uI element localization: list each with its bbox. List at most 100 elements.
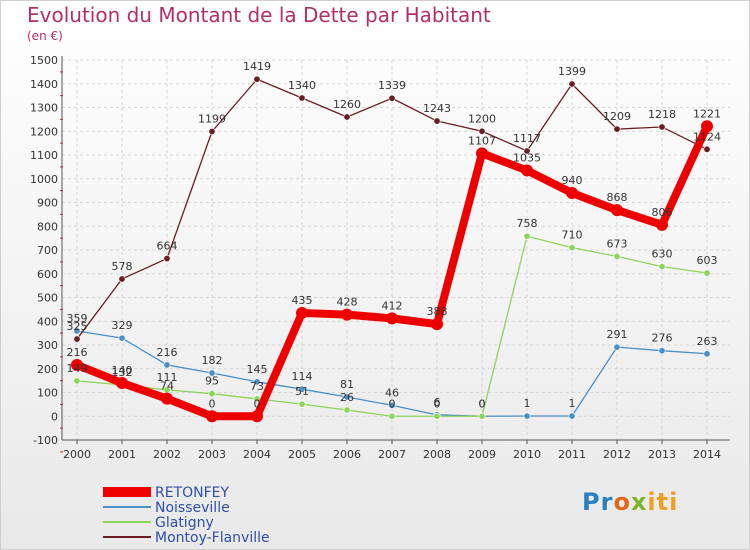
data-point <box>433 412 441 420</box>
x-tick-label: 2007 <box>378 448 406 461</box>
data-point <box>73 335 81 343</box>
data-label: 132 <box>112 366 133 379</box>
y-tick-label: 200 <box>37 363 58 376</box>
data-label: 216 <box>67 346 88 359</box>
x-tick-label: 2003 <box>198 448 226 461</box>
data-point <box>658 263 666 271</box>
data-point <box>656 218 668 231</box>
x-tick-label: 2012 <box>603 448 631 461</box>
data-point <box>343 406 351 414</box>
data-point <box>521 164 533 177</box>
data-label: 1 <box>569 397 576 410</box>
proxiti-logo: Proxiti <box>582 488 679 516</box>
data-label: 578 <box>112 260 133 273</box>
x-tick-label: 2009 <box>468 448 496 461</box>
y-tick-label: 1200 <box>30 125 58 138</box>
data-point <box>386 312 398 325</box>
data-label: 1339 <box>378 79 406 92</box>
data-point <box>118 334 126 342</box>
data-point <box>298 385 306 393</box>
data-point <box>478 127 486 135</box>
y-tick-label: 100 <box>37 387 58 400</box>
data-point <box>523 147 531 155</box>
x-tick-label: 2001 <box>108 448 136 461</box>
data-label: 95 <box>205 375 219 388</box>
data-label: 758 <box>517 217 538 230</box>
data-label: 1243 <box>423 102 451 115</box>
data-point <box>566 187 578 199</box>
data-label: 216 <box>157 346 178 359</box>
series-glatigny <box>73 232 711 420</box>
data-label: 81 <box>340 378 354 391</box>
data-label: 664 <box>157 240 178 253</box>
data-point <box>658 123 666 131</box>
data-point <box>703 269 711 277</box>
data-label: 673 <box>607 237 628 250</box>
data-label: 1107 <box>468 134 496 147</box>
data-point <box>568 80 576 88</box>
data-label: 182 <box>202 354 223 367</box>
data-label: 1200 <box>468 112 496 125</box>
data-point <box>73 377 81 385</box>
data-point <box>611 204 623 217</box>
data-point <box>703 145 711 153</box>
data-label: 0 <box>434 397 441 410</box>
data-label: 325 <box>67 320 88 333</box>
legend-label: Noisseville <box>155 500 230 516</box>
x-tick-label: 2008 <box>423 448 451 461</box>
y-tick-label: 1400 <box>30 78 58 91</box>
data-point <box>116 377 128 389</box>
chart-subtitle: (en €) <box>27 29 63 43</box>
data-label: 710 <box>562 229 583 242</box>
data-point <box>298 400 306 408</box>
y-tick-label: 900 <box>37 197 58 210</box>
data-label: 149 <box>67 362 88 375</box>
y-tick-label: 0 <box>51 410 58 423</box>
data-label: 868 <box>607 191 628 204</box>
data-point <box>388 94 396 102</box>
data-label: 388 <box>427 305 448 318</box>
series-montoy-flanville <box>73 75 711 343</box>
data-label: 1209 <box>603 110 631 123</box>
x-tick-label: 2006 <box>333 448 361 461</box>
chart-title: Evolution du Montant de la Dette par Hab… <box>27 3 491 27</box>
data-label: 276 <box>652 332 673 345</box>
data-point <box>118 275 126 283</box>
data-point <box>73 327 81 335</box>
data-label: 435 <box>292 294 313 307</box>
data-point <box>163 361 171 369</box>
data-label: 603 <box>697 254 718 267</box>
data-label: 1035 <box>513 151 541 164</box>
x-tick-label: 2014 <box>693 448 721 461</box>
data-point <box>343 393 351 401</box>
y-tick-label: 1100 <box>30 149 58 162</box>
data-point <box>208 369 216 377</box>
y-tick-label: 600 <box>37 268 58 281</box>
data-label: 329 <box>112 319 133 332</box>
data-label: 1419 <box>243 60 271 73</box>
data-point <box>476 147 488 160</box>
data-point <box>208 390 216 398</box>
data-point <box>388 412 396 420</box>
data-label: 1218 <box>648 108 676 121</box>
data-label: 0 <box>254 397 261 410</box>
data-point <box>703 350 711 358</box>
data-point <box>253 378 261 386</box>
data-label: 412 <box>382 299 403 312</box>
data-label: 74 <box>160 380 174 393</box>
x-tick-label: 2002 <box>153 448 181 461</box>
data-point <box>251 410 263 423</box>
series-retonfey <box>71 120 713 423</box>
data-point <box>298 94 306 102</box>
data-point <box>206 410 218 423</box>
y-tick-label: 300 <box>37 339 58 352</box>
data-label: 26 <box>340 391 354 404</box>
series-lines <box>71 75 713 423</box>
data-label: 1340 <box>288 79 316 92</box>
x-tick-label: 2005 <box>288 448 316 461</box>
x-tick-label: 2010 <box>513 448 541 461</box>
data-label: 0 <box>389 397 396 410</box>
y-tick-label: 700 <box>37 244 58 257</box>
